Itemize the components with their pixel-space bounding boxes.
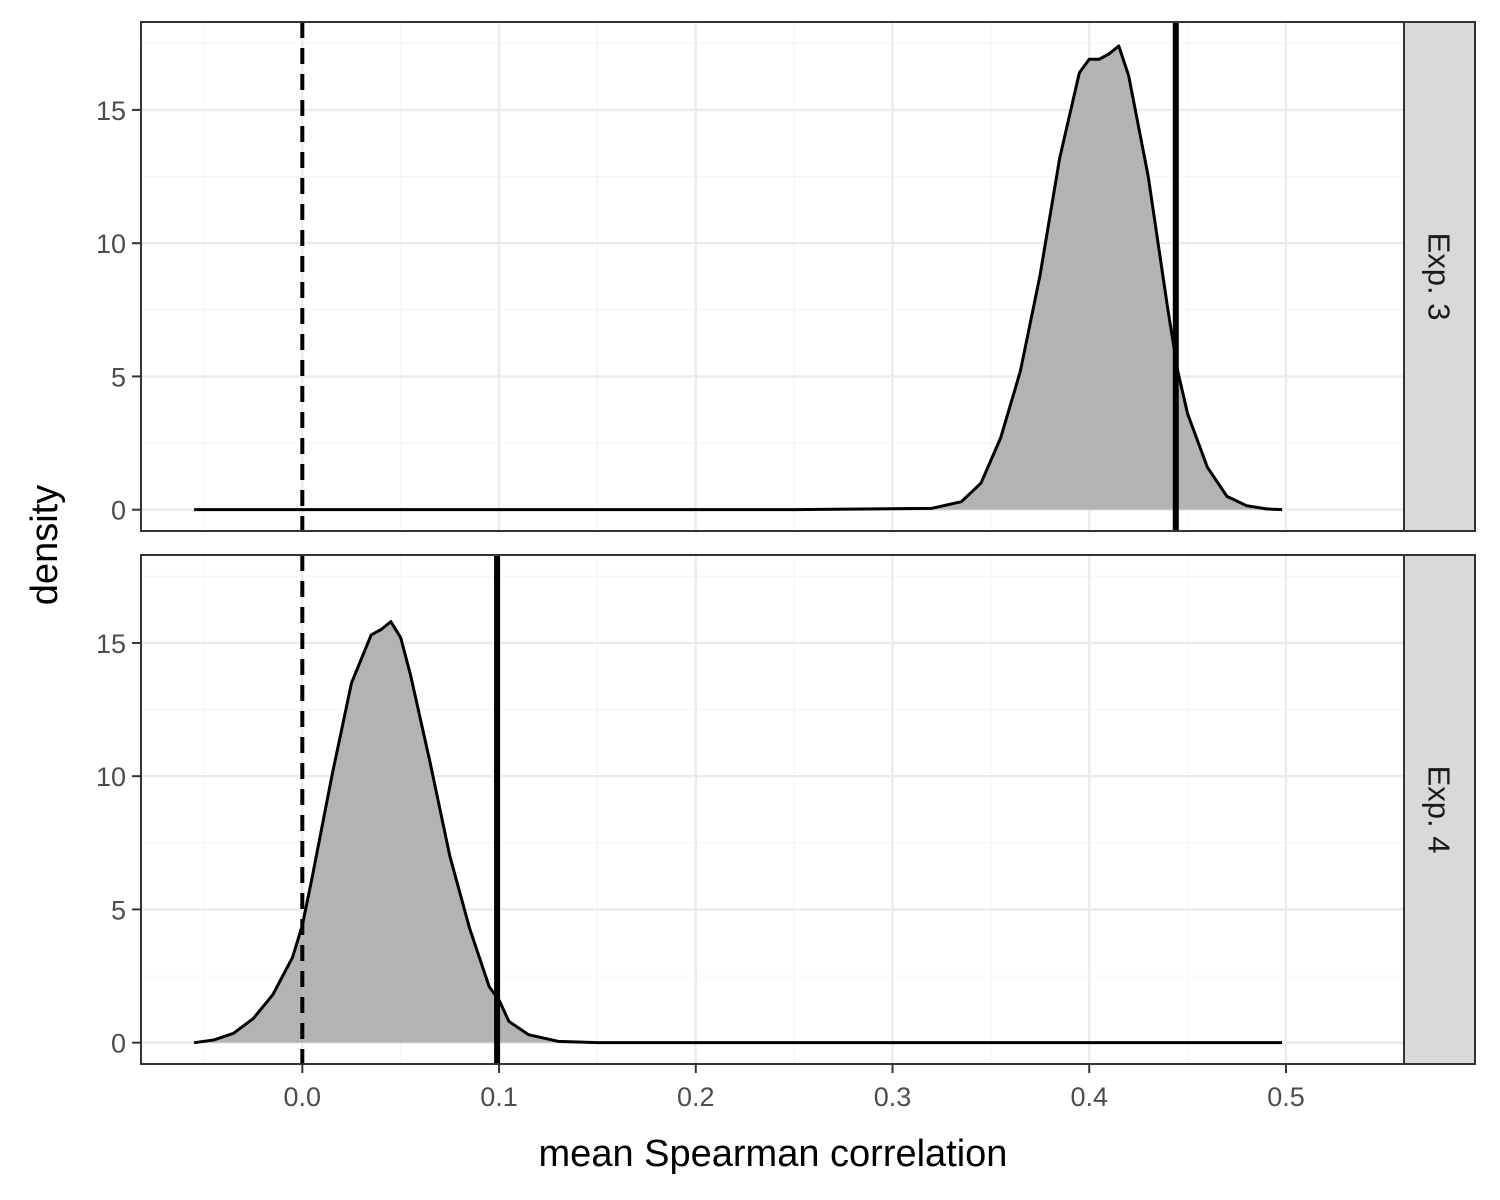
facet-strip-label: Exp. 3 [1422,233,1457,321]
y-tick-label: 5 [111,362,126,392]
panel-1: Exp. 3 0 5 10 15 [96,21,1476,532]
y-tick-label: 10 [96,229,126,259]
y-tick-label: 15 [96,629,126,659]
density-line [193,620,1283,1045]
y-tick-label: 10 [96,762,126,792]
density-line [194,44,1283,512]
x-tick-label: 0.2 [677,1082,715,1112]
panel-background [141,22,1404,531]
facet-strip-label: Exp. 4 [1422,766,1457,854]
y-axis-title: density [24,485,66,605]
facet-strip [1403,554,1476,1065]
x-tick-label: 0.3 [874,1082,912,1112]
x-axis-title: mean Spearman correlation [539,1133,1008,1175]
x-axis: 0.0 0.1 0.2 0.3 0.4 0.5 [284,1064,1305,1112]
facet-panels: Exp. 3 0 5 10 15 Exp. 4 0 5 10 15 [96,21,1476,1065]
y-tick-label: 0 [111,496,126,526]
y-tick-label: 15 [96,96,126,126]
x-tick-label: 0.0 [284,1082,322,1112]
x-tick-label: 0.5 [1267,1082,1305,1112]
y-tick-label: 0 [111,1029,126,1059]
facet-strip [1403,21,1476,532]
x-tick-label: 0.1 [480,1082,518,1112]
panel-2: Exp. 4 0 5 10 15 [96,554,1476,1065]
density-area [194,621,1283,1043]
y-tick-label: 5 [111,895,126,925]
x-tick-label: 0.4 [1070,1082,1108,1112]
